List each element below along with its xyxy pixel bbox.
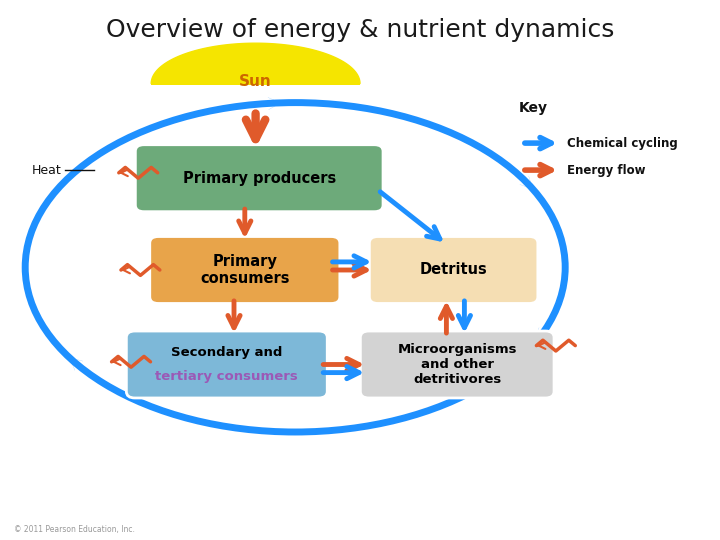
Text: Sun: Sun bbox=[239, 73, 272, 89]
Text: Heat: Heat bbox=[32, 164, 61, 177]
FancyBboxPatch shape bbox=[150, 237, 340, 303]
Text: Secondary and: Secondary and bbox=[171, 346, 282, 359]
Text: Primary
consumers: Primary consumers bbox=[200, 254, 289, 286]
FancyBboxPatch shape bbox=[135, 145, 383, 212]
Text: Energy flow: Energy flow bbox=[567, 164, 646, 177]
Text: Detritus: Detritus bbox=[420, 262, 487, 278]
Text: Microorganisms
and other
detritivores: Microorganisms and other detritivores bbox=[397, 343, 517, 386]
Text: Chemical cycling: Chemical cycling bbox=[567, 137, 678, 150]
Polygon shape bbox=[151, 43, 360, 84]
Text: Primary producers: Primary producers bbox=[183, 171, 336, 186]
FancyBboxPatch shape bbox=[127, 331, 327, 398]
Text: tertiary consumers: tertiary consumers bbox=[156, 370, 298, 383]
FancyBboxPatch shape bbox=[360, 331, 554, 398]
Text: Key: Key bbox=[518, 101, 547, 115]
Text: Overview of energy & nutrient dynamics: Overview of energy & nutrient dynamics bbox=[106, 18, 614, 42]
FancyBboxPatch shape bbox=[369, 237, 538, 303]
Text: © 2011 Pearson Education, Inc.: © 2011 Pearson Education, Inc. bbox=[14, 524, 135, 534]
